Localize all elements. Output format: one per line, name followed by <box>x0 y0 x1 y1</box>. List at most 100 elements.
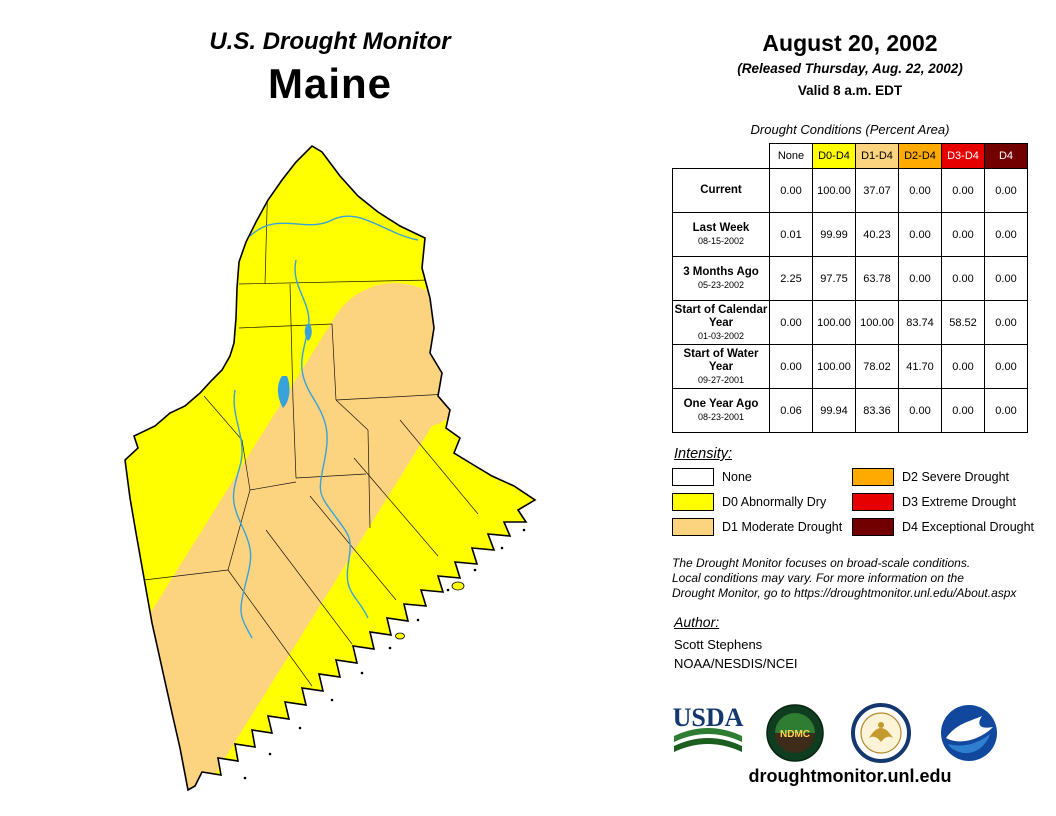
row-date: 05-23-2002 <box>697 280 745 291</box>
table-header-row: None D0-D4 D1-D4 D2-D4 D3-D4 D4 <box>673 143 1028 169</box>
eagle-head-icon <box>878 722 884 728</box>
usda-logo-text: USDA <box>673 703 744 732</box>
map-date: August 20, 2002 <box>762 30 938 56</box>
legend-item-d2: D2 Severe Drought <box>852 468 1009 486</box>
footer-url: droughtmonitor.unl.edu <box>748 766 952 786</box>
legend-swatch-d0 <box>672 493 714 511</box>
table-cell: 0.00 <box>984 344 1028 389</box>
usdm-title: U.S. Drought Monitor <box>209 28 451 55</box>
table-cell: 0.00 <box>898 256 942 301</box>
table-title: Drought Conditions (Percent Area) <box>750 122 950 137</box>
table-corner-cell <box>673 144 770 169</box>
table-row-3-months-ago: 3 Months Ago 05-23-2002 2.25 97.75 63.78… <box>672 256 1028 301</box>
legend-swatch-none <box>672 468 714 486</box>
table-cell: 99.99 <box>812 212 856 257</box>
legend-swatch-d3 <box>852 493 894 511</box>
row-label-cell: 3 Months Ago 05-23-2002 <box>672 256 770 301</box>
legend-swatch-d1 <box>672 518 714 536</box>
row-label-cell: Current <box>672 168 770 213</box>
table-row-last-week: Last Week 08-15-2002 0.01 99.99 40.23 0.… <box>672 212 1028 257</box>
row-label-cell: One Year Ago 08-23-2001 <box>672 388 770 433</box>
table-cell: 0.00 <box>941 168 985 213</box>
disclaimer-line: Drought Monitor, go to https://droughtmo… <box>672 586 1017 600</box>
col-header-d1d4: D1-D4 <box>855 143 899 169</box>
table-cell: 0.00 <box>769 168 813 213</box>
legend-label: D2 Severe Drought <box>902 470 1010 484</box>
state-border <box>124 144 537 792</box>
row-label-cell: Last Week 08-15-2002 <box>672 212 770 257</box>
table-cell: 0.00 <box>941 388 985 433</box>
legend-label: D3 Extreme Drought <box>902 495 1016 509</box>
table-cell: 0.00 <box>984 168 1028 213</box>
table-cell: 0.01 <box>769 212 813 257</box>
drought-conditions-table: None D0-D4 D1-D4 D2-D4 D3-D4 D4 Current … <box>672 143 1028 433</box>
legend-item-d3: D3 Extreme Drought <box>852 493 1016 511</box>
row-label: Last Week <box>692 222 750 235</box>
table-cell: 0.00 <box>941 212 985 257</box>
commerce-seal-logo <box>850 702 912 769</box>
row-label: One Year Ago <box>683 398 759 411</box>
table-cell: 83.74 <box>898 300 942 345</box>
table-row-start-water-year: Start of Water Year 09-27-2001 0.00 100.… <box>672 344 1028 389</box>
table-cell: 63.78 <box>855 256 899 301</box>
table-cell: 0.00 <box>941 344 985 389</box>
table-cell: 40.23 <box>855 212 899 257</box>
row-label: 3 Months Ago <box>683 266 759 279</box>
table-cell: 78.02 <box>855 344 899 389</box>
row-date: 09-27-2001 <box>697 375 745 386</box>
table-cell: 0.00 <box>898 168 942 213</box>
legend-label: D1 Moderate Drought <box>722 520 843 534</box>
col-header-d3d4: D3-D4 <box>941 143 985 169</box>
eagle-icon <box>869 728 893 742</box>
lake-small <box>304 324 312 341</box>
table-cell: 0.00 <box>898 388 942 433</box>
ndmc-logo: NDMC <box>764 702 826 769</box>
table-cell: 100.00 <box>855 300 899 345</box>
table-cell: 83.36 <box>855 388 899 433</box>
table-cell: 37.07 <box>855 168 899 213</box>
disclaimer-line: Local conditions may vary. For more info… <box>672 571 964 585</box>
ndmc-field-icon <box>775 713 815 733</box>
noaa-wave-icon <box>948 734 990 754</box>
table-cell: 41.70 <box>898 344 942 389</box>
table-cell: 0.00 <box>984 388 1028 433</box>
row-label: Start of Calendar Year <box>674 303 768 329</box>
author-org: NOAA/NESDIS/NCEI <box>674 656 798 671</box>
disclaimer: The Drought Monitor focuses on broad-sca… <box>672 556 1040 601</box>
legend-item-none: None <box>672 468 752 486</box>
table-cell: 0.00 <box>984 212 1028 257</box>
d1-blob <box>366 324 470 428</box>
legend-item-d1: D1 Moderate Drought <box>672 518 842 536</box>
table-cell: 0.00 <box>984 300 1028 345</box>
col-header-d4: D4 <box>984 143 1028 169</box>
lake-moosehead <box>277 376 290 408</box>
table-row-one-year-ago: One Year Ago 08-23-2001 0.06 99.94 83.36… <box>672 388 1028 433</box>
author-name: Scott Stephens <box>674 637 763 652</box>
table-row-current: Current 0.00 100.00 37.07 0.00 0.00 0.00 <box>672 168 1028 213</box>
table-cell: 100.00 <box>812 168 856 213</box>
legend-item-d4: D4 Exceptional Drought <box>852 518 1034 536</box>
table-cell: 0.06 <box>769 388 813 433</box>
seagull-icon <box>946 716 993 742</box>
col-header-none: None <box>769 143 813 169</box>
table-cell: 58.52 <box>941 300 985 345</box>
ndmc-logo-text: NDMC <box>780 729 810 740</box>
usda-swoosh-icon <box>674 728 742 742</box>
valid-time: Valid 8 a.m. EDT <box>797 83 903 98</box>
table-cell: 100.00 <box>812 344 856 389</box>
table-cell: 2.25 <box>769 256 813 301</box>
row-label-cell: Start of Water Year 09-27-2001 <box>672 344 770 389</box>
row-date: 08-15-2002 <box>697 236 745 247</box>
usda-logo: USDA <box>668 700 748 767</box>
intensity-heading: Intensity: <box>674 446 733 462</box>
row-label: Current <box>700 183 742 196</box>
noaa-logo <box>938 702 1000 769</box>
coastal-islands <box>243 528 526 780</box>
legend-label: None <box>722 470 752 484</box>
row-label: Start of Water Year <box>683 347 759 373</box>
county-borders <box>143 173 479 687</box>
legend-swatch-d4 <box>852 518 894 536</box>
row-label-cell: Start of Calendar Year 01-03-2002 <box>672 300 770 345</box>
state-title: Maine <box>267 60 393 107</box>
table-cell: 97.75 <box>812 256 856 301</box>
